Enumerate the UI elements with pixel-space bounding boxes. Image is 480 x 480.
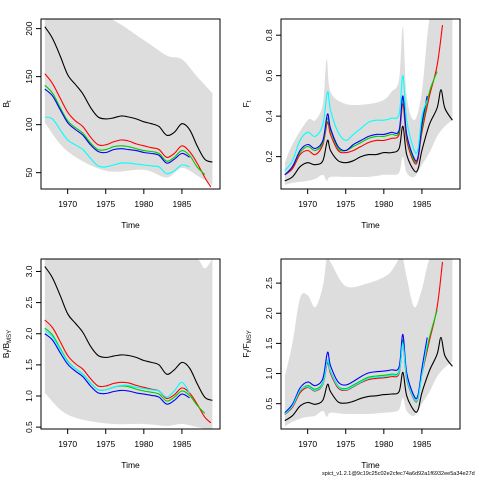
series-line-black bbox=[284, 89, 453, 182]
x-axis-label: Time bbox=[361, 220, 380, 230]
x-tick-label: 1985 bbox=[412, 199, 431, 209]
x-tick-label: 1970 bbox=[298, 199, 317, 209]
series-line-blue bbox=[284, 95, 428, 176]
series-line-black bbox=[44, 266, 213, 401]
x-tick-label: 1970 bbox=[58, 439, 77, 449]
y-axis-label: Ft/FMSY bbox=[241, 330, 253, 357]
y-tick-label: 1.5 bbox=[264, 337, 274, 349]
x-tick-label: 1980 bbox=[134, 439, 153, 449]
series-line-blue bbox=[44, 333, 190, 405]
panel-bottom-right: 1970 1975 1980 1985 0.5 1.0 1.5 2.0 2.5 Time Ft/FM… bbox=[241, 258, 461, 470]
y-tick-label: 0.6 bbox=[264, 69, 274, 81]
series-line-green bbox=[44, 84, 206, 175]
x-axis-label: Time bbox=[121, 220, 140, 230]
plot-frame bbox=[40, 258, 221, 430]
y-tick-label: 0.2 bbox=[264, 150, 274, 162]
series-line-black bbox=[284, 336, 453, 422]
plot-area bbox=[284, 259, 453, 427]
x-tick-label: 1985 bbox=[172, 199, 191, 209]
x-tick-label: 1980 bbox=[374, 199, 393, 209]
panel-top-left: 1970 1975 1980 1985 50 100 150 200 Time Bt bbox=[1, 18, 221, 230]
plot-frame bbox=[40, 18, 221, 190]
y-tick-label: 0.4 bbox=[264, 110, 274, 122]
y-axis-label: Ft bbox=[241, 100, 253, 107]
y-tick-label: 150 bbox=[24, 69, 34, 83]
series-line-green bbox=[284, 71, 438, 176]
x-tick-label: 1975 bbox=[96, 199, 115, 209]
plot-frame bbox=[280, 18, 461, 190]
y-axis-label: Bt bbox=[1, 100, 13, 108]
plot-area bbox=[44, 259, 213, 429]
plot-area bbox=[44, 19, 213, 188]
x-tick-label: 1985 bbox=[172, 439, 191, 449]
y-tick-label: 0.5 bbox=[264, 398, 274, 410]
y-tick-label: 3.0 bbox=[24, 265, 34, 277]
y-tick-label: 2.5 bbox=[24, 296, 34, 308]
x-tick-label: 1970 bbox=[58, 199, 77, 209]
x-axis-label: Time bbox=[121, 460, 140, 470]
x-tick-label: 1985 bbox=[412, 439, 431, 449]
x-tick-label: 1975 bbox=[336, 199, 355, 209]
y-tick-label: 0.8 bbox=[264, 29, 274, 41]
y-tick-label: 1.0 bbox=[24, 390, 34, 402]
series-line-cyan bbox=[44, 116, 190, 175]
y-tick-label: 1.5 bbox=[24, 359, 34, 371]
series-line-black bbox=[44, 26, 213, 163]
x-tick-label: 1975 bbox=[96, 439, 115, 449]
plot-area bbox=[284, 19, 453, 185]
series-line-cyan bbox=[284, 75, 428, 172]
y-tick-label: 1.0 bbox=[264, 367, 274, 379]
confidence-band bbox=[44, 259, 213, 429]
y-tick-label: 2.0 bbox=[264, 307, 274, 319]
y-tick-label: 200 bbox=[24, 21, 34, 35]
series-line-cyan bbox=[44, 330, 190, 398]
x-tick-label: 1970 bbox=[298, 439, 317, 449]
y-tick-label: 0.5 bbox=[24, 421, 34, 433]
panel-top-right: 1970 1975 1980 1985 0.2 0.4 0.6 0.8 Time Ft bbox=[241, 18, 461, 230]
y-tick-label: 2.0 bbox=[24, 328, 34, 340]
x-tick-label: 1980 bbox=[134, 199, 153, 209]
y-axis-label: Bt/BMSY bbox=[1, 330, 13, 358]
series-line-red bbox=[44, 319, 212, 424]
y-tick-label: 2.5 bbox=[264, 277, 274, 289]
footer-version-text: spict_v1.2.1@9c19c25c02e2cfec74a6d92a1f6… bbox=[322, 471, 475, 477]
x-tick-label: 1980 bbox=[374, 439, 393, 449]
plot-frame bbox=[280, 258, 461, 430]
x-axis-label: Time bbox=[361, 460, 380, 470]
panel-bottom-left: 1970 1975 1980 1985 0.5 1.0 1.5 2.0 2.5 3.0 Time Bt… bbox=[1, 258, 221, 470]
series-line-blue bbox=[44, 88, 190, 164]
y-tick-label: 100 bbox=[24, 117, 34, 131]
series-line-cyan bbox=[284, 342, 428, 415]
y-tick-label: 50 bbox=[24, 168, 34, 178]
x-tick-label: 1975 bbox=[336, 439, 355, 449]
series-line-blue bbox=[284, 333, 428, 414]
confidence-band bbox=[284, 259, 453, 427]
series-line-red bbox=[44, 73, 212, 188]
confidence-band bbox=[44, 19, 213, 186]
